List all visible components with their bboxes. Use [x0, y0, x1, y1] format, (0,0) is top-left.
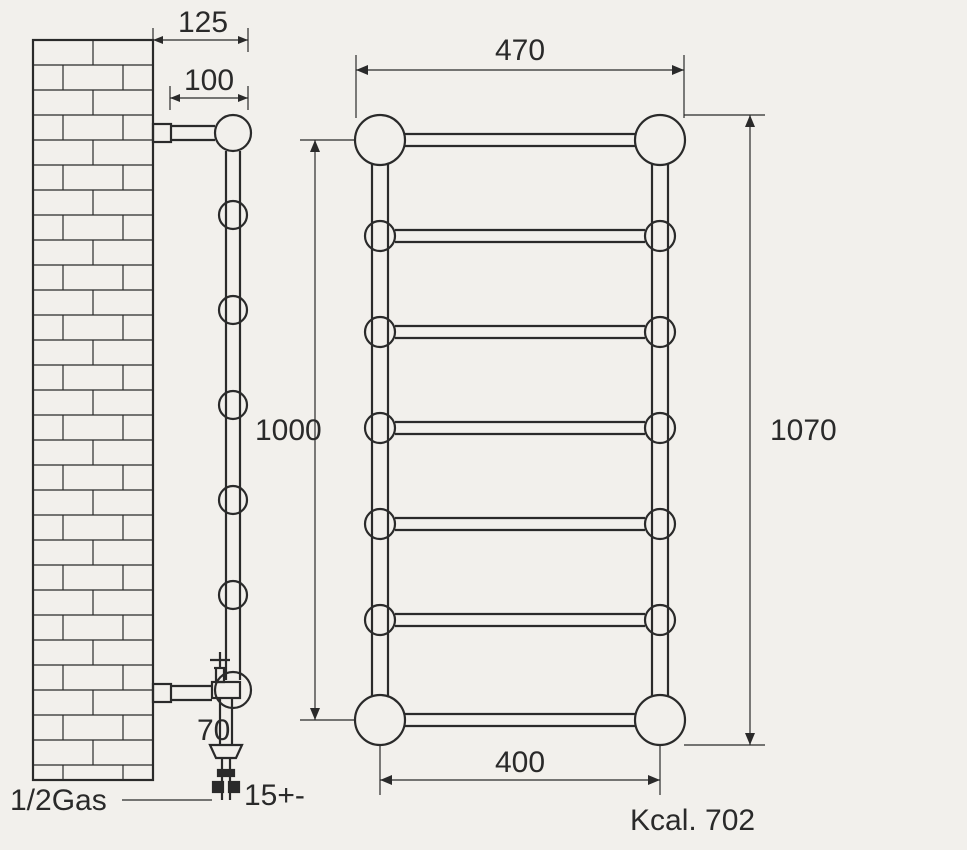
dimension-1000: 1000 — [255, 140, 356, 720]
dim-label-15: 15+- — [244, 779, 305, 812]
dim-label-1070: 1070 — [770, 414, 837, 447]
side-view: 125 100 70 15+- 1/2Gas — [10, 6, 305, 817]
technical-drawing: 125 100 70 15+- 1/2Gas — [0, 0, 967, 850]
dimension-70: 70 — [197, 714, 230, 747]
label-kcal: Kcal. 702 — [630, 804, 755, 837]
dim-label-470: 470 — [495, 34, 545, 67]
dimension-470: 470 — [356, 34, 684, 118]
front-view: 470 400 1000 1070 — [255, 34, 837, 837]
dimension-100: 100 — [170, 64, 248, 110]
dim-label-125: 125 — [178, 6, 228, 39]
dim-label-400: 400 — [495, 746, 545, 779]
dimension-400: 400 — [380, 745, 660, 795]
label-thread: 1/2Gas — [10, 784, 107, 817]
dimension-1070: 1070 — [684, 115, 837, 745]
dim-label-1000: 1000 — [255, 414, 322, 447]
dimension-15pm: 15+- — [244, 779, 305, 812]
dim-label-70: 70 — [197, 714, 230, 747]
dimension-125: 125 — [153, 6, 248, 52]
dim-label-100: 100 — [184, 64, 234, 97]
